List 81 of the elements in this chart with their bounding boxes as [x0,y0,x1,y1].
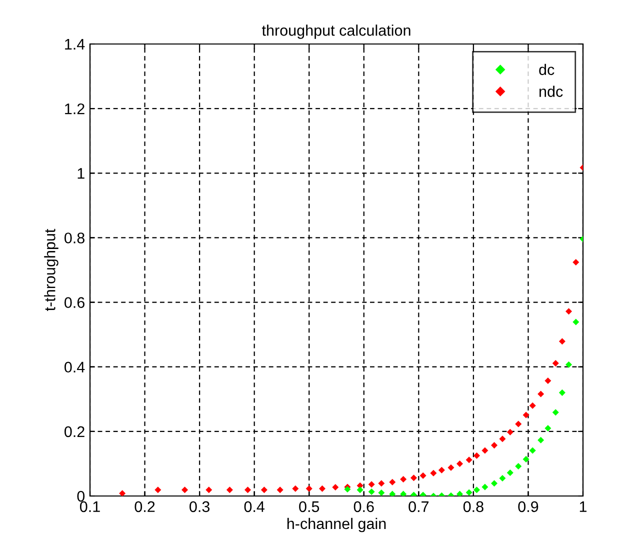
point [499,436,506,442]
point [538,436,544,444]
x-tick-label: 0.3 [190,501,210,512]
point [566,308,572,315]
y-tick-label: 0 [77,490,85,502]
point [506,428,514,436]
point [448,464,454,471]
point [515,463,522,470]
point [456,490,464,496]
point [400,490,407,496]
legend-label: ndc [540,86,563,97]
point [456,460,464,467]
point [572,258,580,266]
point [226,486,233,494]
legend-label: dc [539,64,554,76]
point [292,485,299,492]
point [566,361,572,368]
point [400,476,407,482]
point [389,478,396,486]
point [420,472,426,479]
point [466,456,472,464]
point [544,377,552,384]
point [552,360,559,367]
y-tick-label: 0.8 [64,232,84,244]
x-tick-label: 0.8 [463,501,484,512]
point [515,420,522,428]
y-axis-title: t-throughput [44,228,58,311]
y-tick-label: 1 [78,168,84,179]
point [473,486,480,494]
x-axis-title: h-channel gain [287,518,386,532]
x-tick-label: 0.1 [80,501,100,512]
point [558,338,566,345]
point [466,489,472,496]
point [529,402,536,409]
point [206,486,212,494]
point [438,466,445,474]
point [430,470,437,476]
point [378,490,385,496]
y-tick-label: 0.6 [64,297,84,308]
point [182,486,188,494]
point [332,484,339,491]
point [572,318,580,326]
x-tick-label: 0.2 [134,501,155,512]
point [491,442,498,449]
x-tick-label: 0.6 [354,501,374,512]
point [410,474,417,482]
point [154,486,162,494]
point [473,452,480,459]
y-tick-label: 0.4 [64,362,85,373]
point [558,389,566,396]
point [356,486,364,494]
point [119,490,126,496]
chart-title: throughput calculation [262,24,410,39]
point [244,486,252,494]
point [482,484,488,490]
point [389,490,396,496]
y-tick-label: 0.2 [64,426,84,438]
point [306,485,312,492]
point [522,456,530,462]
point [260,486,268,494]
y-tick-label: 1.4 [65,39,85,50]
point [491,480,498,487]
point [368,488,375,496]
point [276,486,284,494]
x-tick-label: 0.5 [299,501,320,512]
point [319,485,326,492]
x-tick-label: 0.9 [518,501,538,512]
point [506,469,514,476]
point [538,390,544,398]
x-tick-label: 1 [580,501,587,512]
point [529,447,536,454]
point [482,447,488,454]
y-tick-label: 1.2 [65,103,84,114]
point [544,424,552,432]
point [552,409,559,416]
point [378,480,385,487]
x-tick-label: 0.4 [244,501,265,512]
x-tick-label: 0.7 [408,501,429,512]
point [522,412,530,418]
point [368,481,375,488]
point [499,474,506,482]
